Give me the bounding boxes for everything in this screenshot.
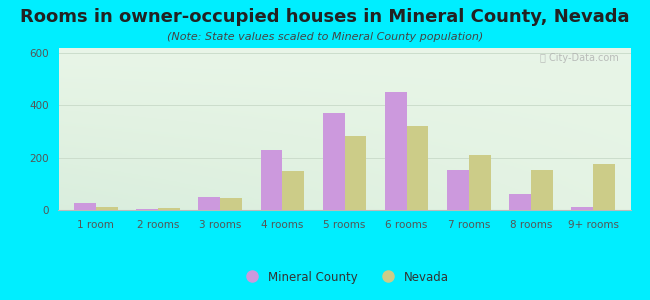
Bar [323, 113, 345, 210]
Bar [469, 155, 491, 210]
Bar [447, 169, 469, 210]
Legend: Mineral County, Nevada: Mineral County, Nevada [235, 266, 454, 288]
Text: ⓘ City-Data.com: ⓘ City-Data.com [540, 53, 619, 63]
Bar [74, 203, 96, 210]
Bar [198, 197, 220, 210]
Bar [282, 171, 304, 210]
Bar [593, 164, 615, 210]
Bar [136, 209, 158, 210]
Bar [220, 198, 242, 210]
Text: (Note: State values scaled to Mineral County population): (Note: State values scaled to Mineral Co… [167, 32, 483, 41]
Bar [158, 208, 180, 210]
Text: Rooms in owner-occupied houses in Mineral County, Nevada: Rooms in owner-occupied houses in Minera… [20, 8, 630, 26]
Bar [509, 194, 531, 210]
Bar [571, 207, 593, 210]
Bar [96, 207, 118, 210]
Bar [407, 126, 428, 210]
Bar [531, 169, 552, 210]
Bar [261, 150, 282, 210]
Bar [385, 92, 407, 210]
Bar [344, 136, 366, 210]
